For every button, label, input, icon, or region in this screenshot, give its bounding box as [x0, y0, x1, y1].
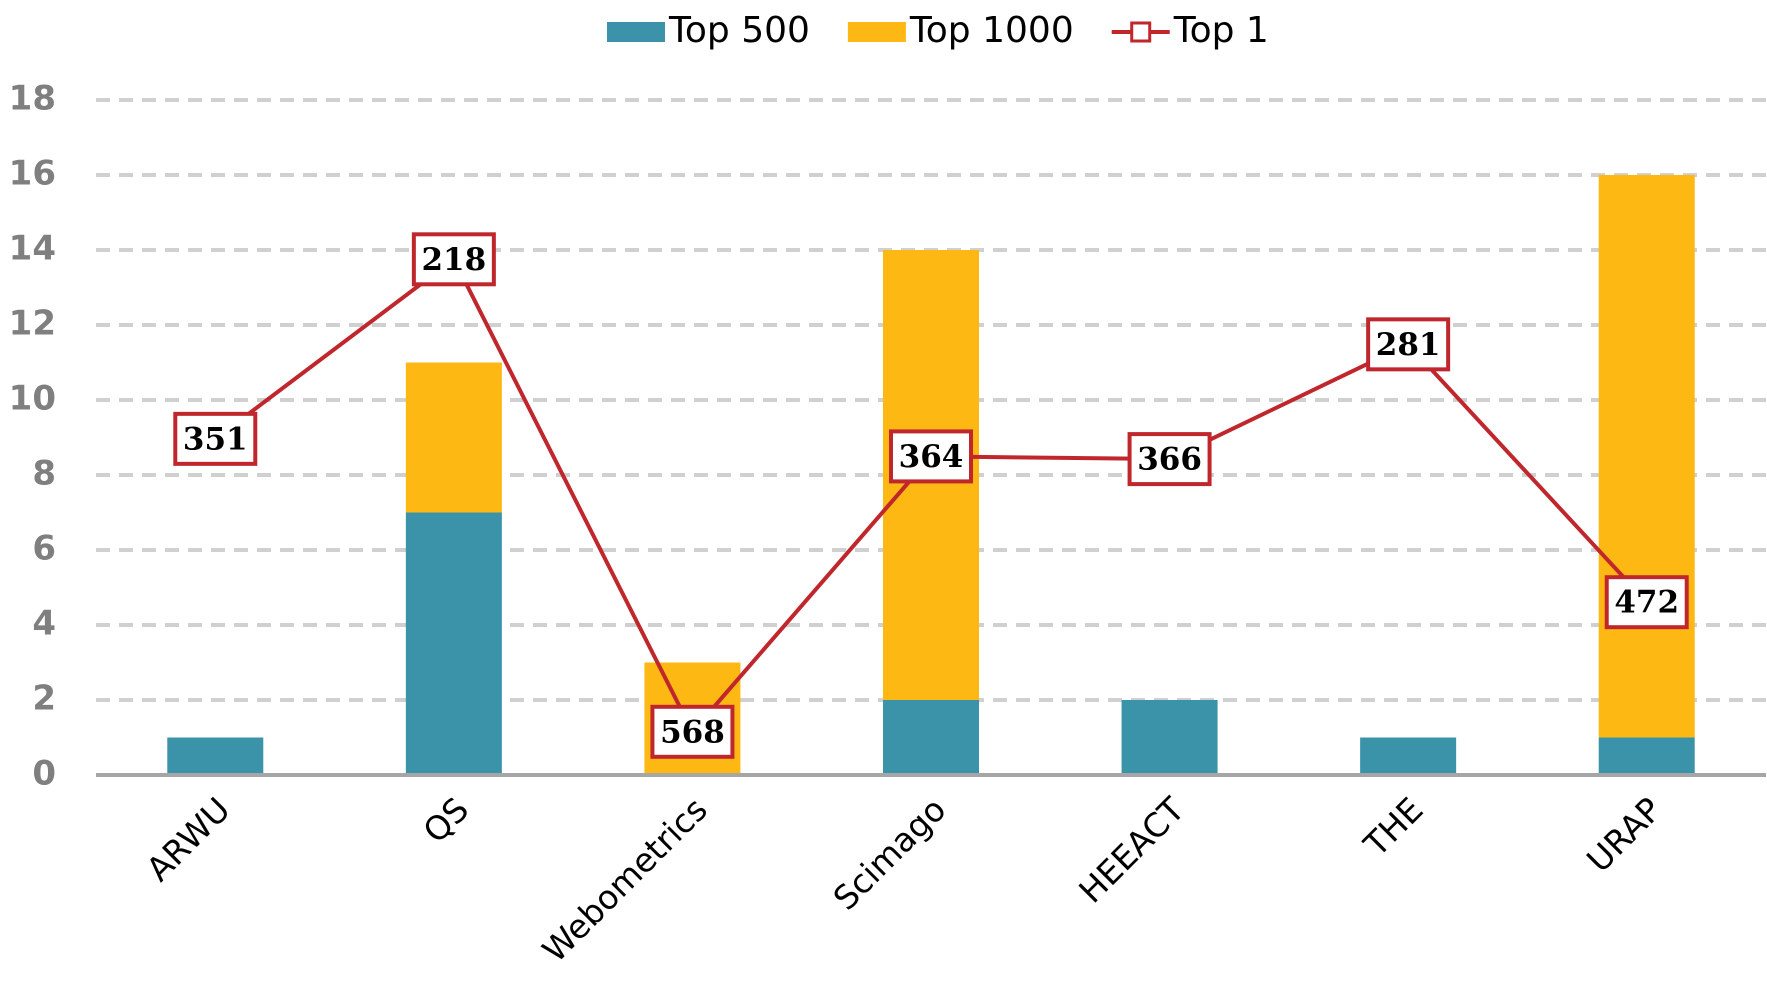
y-tick-label: 10 — [9, 379, 56, 419]
y-tick-label: 2 — [32, 679, 56, 719]
bar-segment — [1360, 737, 1457, 775]
legend-label: Top 500 — [668, 10, 810, 51]
y-tick-label: 8 — [32, 454, 56, 494]
data-label-box — [1366, 317, 1451, 372]
data-label: 472 — [1604, 575, 1689, 630]
data-label-text: 568 — [660, 714, 725, 750]
data-label: 364 — [889, 429, 973, 484]
data-label: 366 — [1127, 432, 1212, 487]
data-label: 568 — [650, 704, 735, 759]
data-label-text: 281 — [1376, 327, 1441, 363]
data-label-text: 364 — [899, 439, 964, 475]
x-tick-label: Webometrics — [535, 790, 715, 970]
y-tick-label: 6 — [32, 529, 56, 569]
x-tick-label: Scimago — [826, 790, 954, 918]
y-tick-label: 4 — [32, 604, 56, 644]
legend-marker — [1130, 21, 1152, 43]
data-label: 281 — [1366, 317, 1451, 372]
bar-segment — [1598, 737, 1695, 775]
data-label: 351 — [173, 411, 258, 466]
x-tick-label: HEEACT — [1071, 789, 1192, 910]
data-label-text: 472 — [1614, 585, 1679, 621]
data-label-box — [173, 411, 258, 466]
y-tick-label: 12 — [9, 304, 56, 344]
data-label-text: 218 — [421, 242, 486, 278]
x-tick-label: THE — [1356, 790, 1431, 865]
legend-label: Top 1000 — [909, 10, 1074, 51]
data-label: 218 — [411, 232, 496, 287]
data-label-text: 366 — [1137, 442, 1202, 478]
bar-segment — [405, 512, 502, 775]
data-label-box — [1604, 575, 1689, 630]
y-tick-label: 0 — [32, 754, 56, 794]
legend-swatch — [607, 22, 665, 42]
bar-segment — [1121, 700, 1218, 775]
y-tick-label: 14 — [9, 229, 56, 269]
data-label-text: 351 — [183, 421, 248, 457]
legend-label: Top 1 — [1173, 10, 1269, 51]
legend-swatch — [847, 22, 906, 42]
y-tick-label: 18 — [9, 79, 56, 119]
data-label-box — [650, 704, 735, 759]
bar-segment — [405, 362, 502, 513]
x-tick-label: URAP — [1579, 790, 1669, 880]
x-tick-label: QS — [415, 790, 476, 851]
data-label-box — [411, 232, 496, 287]
y-tick-label: 16 — [9, 154, 56, 194]
bar-segment — [883, 700, 979, 775]
x-tick-label: ARWU — [139, 790, 238, 889]
data-label-box — [889, 429, 973, 484]
bar-segment — [167, 737, 264, 775]
data-label-box — [1127, 432, 1212, 487]
bar-segment — [1598, 175, 1695, 738]
